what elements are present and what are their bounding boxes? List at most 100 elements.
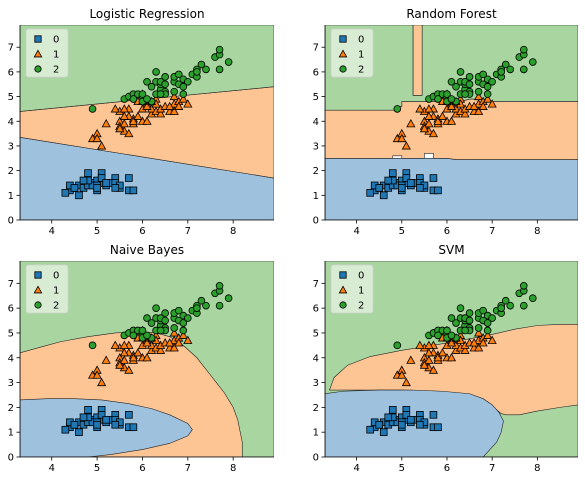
legend-marker-class-1: [338, 285, 348, 294]
data-point-class-0: [379, 428, 388, 436]
data-point-class-1: [156, 345, 166, 354]
data-point-class-1: [119, 348, 129, 357]
legend-box: [330, 28, 374, 78]
data-point-class-1: [424, 104, 434, 113]
data-points: [61, 282, 233, 436]
data-point-class-0: [434, 186, 442, 195]
data-point-class-2: [447, 77, 456, 86]
data-point-class-1: [469, 338, 479, 347]
x-tick-label: 5: [399, 463, 405, 474]
data-point-class-2: [447, 314, 456, 322]
data-point-class-0: [416, 184, 424, 192]
data-point-class-2: [479, 70, 487, 79]
data-point-class-2: [147, 319, 156, 327]
data-point-class-1: [119, 340, 129, 349]
data-point-class-2: [161, 73, 169, 81]
legend-label-class-0: 0: [358, 271, 364, 282]
data-point-class-2: [143, 77, 151, 86]
data-point-class-1: [483, 330, 493, 339]
legend-label-class-0: 0: [53, 35, 59, 46]
data-point-class-1: [424, 111, 434, 120]
legend-label-class-2: 2: [53, 65, 59, 76]
data-point-class-1: [424, 355, 434, 364]
data-point-class-1: [478, 338, 488, 347]
y-tick-label: 2: [8, 166, 14, 177]
data-point-class-1: [446, 353, 457, 362]
data-point-class-1: [124, 365, 134, 374]
chart-title: SVM: [438, 243, 464, 257]
data-point-class-0: [84, 169, 92, 177]
data-point-class-1: [474, 328, 484, 337]
data-point-class-2: [174, 70, 183, 79]
data-point-class-2: [456, 68, 465, 76]
data-point-class-1: [419, 360, 429, 369]
data-points: [366, 45, 537, 200]
data-point-class-2: [179, 82, 188, 91]
data-point-class-0: [434, 423, 442, 432]
data-point-class-1: [119, 119, 129, 128]
data-point-class-2: [434, 331, 442, 340]
legend-marker-class-0: [34, 35, 42, 43]
data-point-class-0: [111, 420, 120, 429]
data-point-class-1: [428, 128, 439, 138]
y-tick-label: 0: [313, 453, 319, 464]
legend-label-class-2: 2: [358, 65, 364, 76]
data-point-class-2: [474, 87, 483, 96]
decision-region-class-0: [20, 398, 193, 457]
legend-marker-class-0: [339, 271, 347, 279]
y-tick-label: 1: [8, 428, 14, 439]
data-point-class-1: [487, 335, 497, 344]
data-point-class-0: [84, 406, 92, 414]
data-point-class-1: [446, 101, 457, 110]
legend-marker-class-2: [339, 65, 347, 73]
data-point-class-2: [152, 304, 160, 312]
data-point-class-2: [170, 87, 179, 96]
data-point-class-2: [184, 77, 192, 86]
data-point-class-2: [501, 296, 510, 305]
y-tick-label: 2: [313, 403, 319, 414]
data-point-class-1: [169, 106, 179, 115]
x-tick-label: 6: [444, 463, 450, 474]
data-point-class-2: [156, 90, 165, 98]
x-tick-label: 7: [489, 226, 495, 237]
data-point-class-1: [142, 338, 152, 347]
data-point-class-0: [125, 174, 133, 182]
legend-box: [330, 264, 374, 314]
x-tick-label: 4: [353, 226, 359, 237]
x-tick-label: 7: [185, 463, 191, 474]
data-point-class-2: [202, 301, 210, 310]
data-point-class-2: [529, 294, 537, 303]
data-point-class-1: [169, 343, 179, 352]
data-point-class-2: [519, 45, 528, 54]
data-point-class-1: [415, 104, 425, 113]
y-tick-label: 5: [313, 92, 319, 103]
data-point-class-1: [183, 335, 193, 344]
data-point-class-0: [61, 425, 70, 434]
y-tick-label: 1: [8, 191, 14, 202]
data-point-class-1: [142, 353, 152, 362]
data-point-class-2: [443, 326, 451, 335]
x-tick-label: 8: [230, 226, 236, 237]
x-tick-label: 4: [49, 226, 55, 237]
data-points: [61, 45, 233, 200]
data-point-class-2: [224, 294, 233, 303]
data-point-class-1: [174, 101, 184, 110]
data-point-class-1: [101, 119, 111, 128]
data-point-class-0: [125, 411, 133, 419]
data-point-class-2: [501, 60, 510, 69]
data-point-class-1: [165, 338, 175, 347]
data-point-class-2: [197, 60, 206, 69]
y-tick-label: 2: [313, 166, 319, 177]
data-points: [366, 282, 537, 436]
legend-label-class-2: 2: [53, 301, 59, 312]
data-point-class-1: [437, 348, 448, 357]
data-point-class-1: [128, 116, 138, 125]
data-point-class-2: [215, 301, 224, 310]
legend-label-class-1: 1: [358, 50, 364, 61]
data-point-class-2: [215, 65, 224, 74]
decision-region-class-2: [20, 25, 274, 112]
data-point-class-0: [398, 420, 406, 429]
data-point-class-1: [433, 116, 443, 125]
data-point-class-1: [474, 91, 484, 101]
data-point-class-0: [407, 415, 415, 424]
